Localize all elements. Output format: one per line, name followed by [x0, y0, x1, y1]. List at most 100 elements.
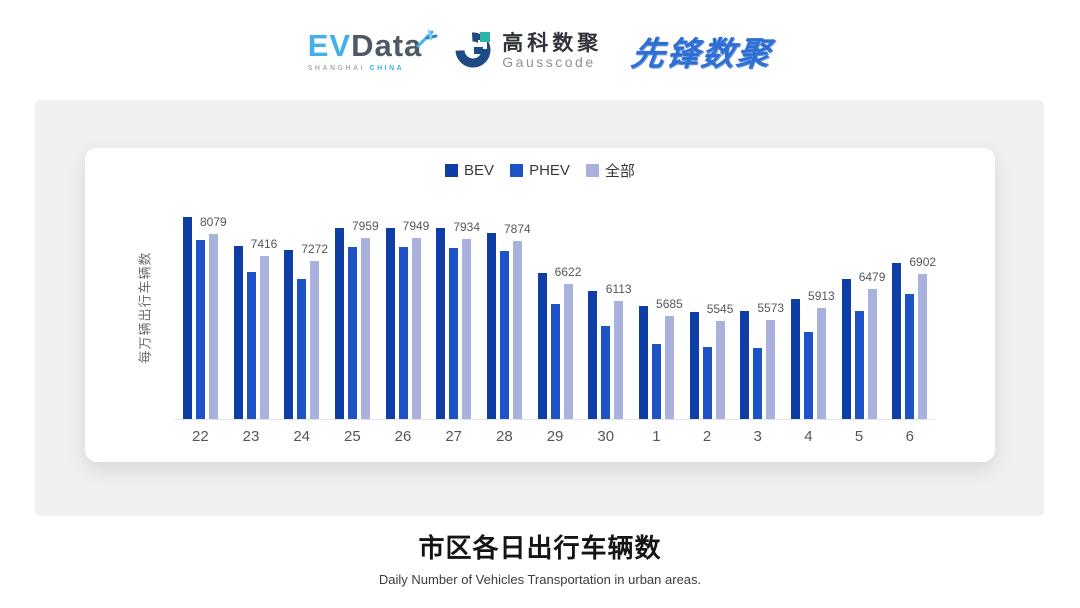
bar-BEV-4	[790, 299, 800, 419]
bar-group-5: 6479 5	[834, 195, 886, 445]
value-label: 7416	[250, 237, 278, 251]
bar-BEV-1	[638, 306, 648, 419]
bar-BEV-6	[892, 263, 902, 419]
bar-PHEV-26	[398, 247, 408, 419]
value-label: 5545	[706, 302, 734, 316]
chart-title: 市区各日出行车辆数	[418, 533, 662, 563]
evdata-shanghai-text: SHANGHAI	[307, 65, 366, 72]
evdata-wordmark: EVData	[307, 28, 438, 63]
value-label: 6479	[858, 270, 886, 284]
bar-group-26: 7949 26	[378, 195, 429, 445]
gausscode-en-text: Gausscode	[502, 53, 596, 70]
x-tick-label: 1	[652, 428, 661, 445]
bar-全部-30	[614, 301, 624, 419]
chart-subtitle: Daily Number of Vehicles Transportation …	[378, 572, 702, 587]
bar-group-30: 6113 30	[580, 195, 632, 445]
bar-PHEV-2	[702, 347, 712, 419]
value-label: 6902	[909, 255, 937, 269]
bar-group-22: 8079 22	[175, 195, 227, 445]
x-tick-label: 25	[344, 428, 361, 445]
chart-legend: BEV PHEV 全部	[85, 160, 995, 181]
evdata-data-text: Data	[351, 28, 423, 63]
value-label: 7874	[504, 222, 531, 236]
legend-item-PHEV[interactable]: PHEV	[510, 162, 570, 179]
x-tick-label: 4	[804, 428, 813, 445]
value-label: 8079	[199, 215, 227, 229]
caption-block: 市区各日出行车辆数 Daily Number of Vehicles Trans…	[0, 528, 1080, 587]
x-tick-label: 2	[702, 428, 712, 445]
bar-全部-27	[462, 239, 472, 419]
bar-BEV-30	[588, 291, 598, 419]
bar-group-3: 5573 3	[732, 195, 785, 445]
bar-BEV-2	[689, 312, 699, 419]
gausscode-g-icon	[452, 28, 494, 75]
bar-全部-1	[664, 316, 674, 419]
bar-PHEV-5	[854, 311, 864, 419]
pioneer-wordmark-text: 先锋数聚	[629, 35, 775, 72]
bar-BEV-29	[537, 273, 547, 419]
x-tick-label: 24	[293, 428, 311, 445]
value-label: 5573	[757, 301, 785, 315]
gausscode-wordmark: 高科数聚 Gausscode	[502, 31, 603, 70]
x-tick-label: 5	[854, 428, 864, 445]
bar-PHEV-22	[195, 240, 205, 419]
bar-BEV-3	[740, 311, 750, 419]
legend-label: 全部	[604, 163, 635, 180]
bar-PHEV-4	[803, 332, 813, 419]
x-tick-label: 27	[445, 428, 463, 445]
x-tick-label: 26	[394, 428, 412, 445]
x-tick-label: 23	[242, 428, 260, 445]
bar-PHEV-3	[753, 348, 763, 419]
bar-group-4: 5913 4	[783, 195, 835, 445]
bar-全部-23	[259, 256, 269, 419]
gausscode-cn-text: 高科数聚	[502, 31, 603, 55]
bar-BEV-25	[334, 228, 344, 419]
bar-全部-4	[816, 308, 826, 419]
legend-item-全部[interactable]: 全部	[585, 160, 635, 181]
evdata-logo: EVData SHANGHAI CHINA	[307, 28, 438, 72]
bar-group-1: 5685 1	[631, 195, 683, 445]
value-label: 7272	[301, 242, 329, 256]
x-tick-label: 29	[546, 428, 564, 445]
bar-PHEV-6	[905, 294, 915, 419]
legend-item-BEV[interactable]: BEV	[445, 162, 494, 179]
bar-groups: 8079 22 7416 23 7272 24 7959 25 7949 26 7934 27 7874…	[175, 195, 937, 445]
evdata-china-text: CHINA	[369, 65, 405, 72]
bar-BEV-26	[385, 228, 395, 419]
bar-PHEV-24	[297, 279, 307, 419]
bar-group-25: 7959 25	[327, 195, 379, 445]
legend-marker-icon	[510, 164, 524, 177]
gausscode-logo: 高科数聚 Gausscode	[452, 28, 602, 75]
legend-label: BEV	[464, 162, 495, 179]
legend-marker-icon	[585, 164, 599, 177]
bar-全部-25	[360, 238, 370, 419]
y-axis-title: 每万辆出行车辆数	[137, 250, 153, 364]
value-label: 7959	[351, 219, 379, 233]
chart-card: BEV PHEV 全部 每万辆出行车辆数 8079 22 7416 23 7272 24 795…	[85, 148, 995, 462]
bar-BEV-24	[284, 250, 294, 419]
bar-group-29: 6622 29	[530, 195, 581, 445]
evdata-ev-text: EV	[307, 28, 352, 63]
bar-PHEV-30	[601, 326, 611, 419]
bar-group-24: 7272 24	[276, 195, 329, 445]
legend-label: PHEV	[529, 162, 570, 179]
value-label: 6113	[605, 282, 632, 296]
value-label: 5685	[656, 297, 683, 311]
bar-PHEV-23	[246, 272, 256, 419]
bar-BEV-23	[233, 246, 243, 419]
bar-group-23: 7416 23	[226, 195, 278, 445]
value-label: 5913	[808, 289, 835, 303]
y-axis-title-wrap: 每万辆出行车辆数	[133, 195, 155, 419]
x-tick-label: 3	[753, 428, 762, 445]
x-tick-label: 28	[496, 428, 513, 445]
bar-BEV-22	[182, 217, 192, 419]
bar-全部-2	[715, 321, 725, 419]
bar-全部-24	[310, 261, 320, 419]
bar-PHEV-1	[651, 344, 661, 419]
x-axis-line	[175, 419, 935, 420]
bar-PHEV-27	[449, 248, 459, 419]
bar-BEV-5	[841, 279, 851, 419]
evdata-spark-icon	[416, 22, 438, 53]
bar-PHEV-28	[499, 251, 509, 419]
bar-PHEV-29	[550, 304, 560, 419]
